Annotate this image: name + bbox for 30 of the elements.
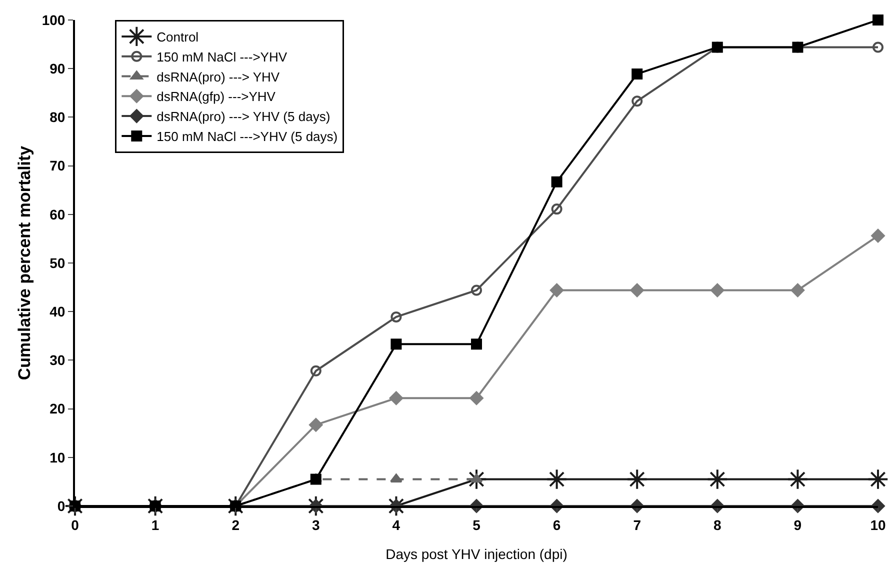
x-tick-label: 5 bbox=[472, 516, 481, 533]
legend-label: dsRNA(pro) ---> YHV (5 days) bbox=[156, 109, 330, 124]
y-tick-label: 90 bbox=[50, 60, 66, 76]
x-tick-label: 10 bbox=[870, 516, 886, 533]
x-tick-label: 8 bbox=[714, 516, 722, 533]
x-tick-label: 1 bbox=[151, 516, 160, 533]
x-tick-label: 6 bbox=[552, 516, 561, 533]
x-tick-label: 7 bbox=[633, 516, 642, 533]
y-tick-label: 40 bbox=[50, 304, 66, 320]
legend-label: dsRNA(gfp) --->YHV bbox=[156, 89, 276, 104]
y-tick-label: 100 bbox=[42, 12, 66, 28]
x-tick-label: 9 bbox=[794, 516, 802, 533]
y-tick-label: 50 bbox=[50, 254, 66, 271]
x-tick-label: 3 bbox=[312, 516, 320, 533]
y-tick-label: 60 bbox=[50, 206, 66, 222]
legend-label: 150 mM NaCl --->YHV bbox=[156, 49, 288, 64]
y-tick-label: 70 bbox=[50, 158, 66, 174]
x-tick-label: 4 bbox=[392, 516, 400, 533]
y-tick-label: 10 bbox=[50, 449, 66, 466]
legend-label: Control bbox=[156, 30, 199, 45]
legend-label: dsRNA(pro) ---> YHV bbox=[156, 69, 280, 84]
legend-label: 150 mM NaCl --->YHV (5 days) bbox=[156, 129, 338, 144]
x-tick-label: 0 bbox=[71, 516, 80, 533]
y-tick-label: 0 bbox=[57, 498, 66, 514]
y-tick-label: 20 bbox=[50, 400, 66, 417]
y-tick-label: 80 bbox=[50, 109, 66, 126]
x-tick-label: 2 bbox=[232, 516, 240, 533]
x-axis-title: Days post YHV injection (dpi) bbox=[386, 546, 568, 562]
y-tick-label: 30 bbox=[50, 352, 66, 368]
y-axis-title: Cumulative percent mortality bbox=[15, 145, 34, 380]
